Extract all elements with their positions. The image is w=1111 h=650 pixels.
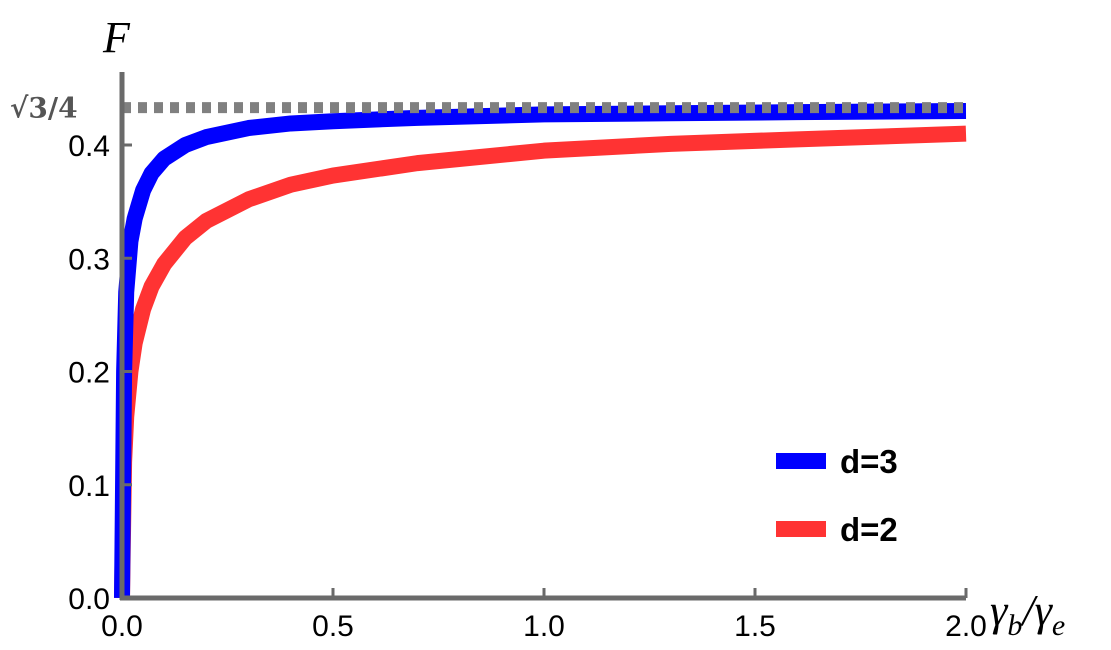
x-tick-label: 0.5 — [312, 610, 354, 643]
x-tick-label: 1.5 — [734, 610, 776, 643]
x-axis-title: γb/γe — [990, 586, 1065, 642]
series-line-d3 — [114, 103, 967, 599]
x-axis-title-sub-1: b — [1007, 609, 1022, 642]
x-tick-label: 2.0 — [945, 610, 987, 643]
x-axis-title-gamma-2: γ — [1035, 586, 1054, 635]
y-axis-title: F — [102, 13, 131, 62]
asymptote-label: √3/4 — [10, 92, 78, 125]
y-tick-label: 0.0 — [68, 583, 110, 616]
x-axis-title-gamma-1: γ — [990, 586, 1009, 635]
legend-label-d2: d=2 — [840, 511, 898, 548]
ticks: 0.0 0.5 1.0 1.5 2.0 0.0 0.1 0.2 0.3 0.4 — [68, 130, 987, 643]
legend-label-d3: d=3 — [840, 443, 898, 480]
legend: d=3 d=2 — [776, 443, 898, 548]
x-tick-label: 0.0 — [101, 610, 143, 643]
x-axis-title-slash: / — [1019, 586, 1038, 635]
y-tick-label: 0.1 — [68, 470, 110, 503]
y-tick-label: 0.3 — [68, 243, 110, 276]
x-axis-title-sub-2: e — [1052, 609, 1065, 642]
x-tick-label: 1.0 — [523, 610, 565, 643]
y-tick-label: 0.2 — [68, 357, 110, 390]
curves — [114, 103, 967, 599]
y-tick-label: 0.4 — [68, 130, 110, 163]
